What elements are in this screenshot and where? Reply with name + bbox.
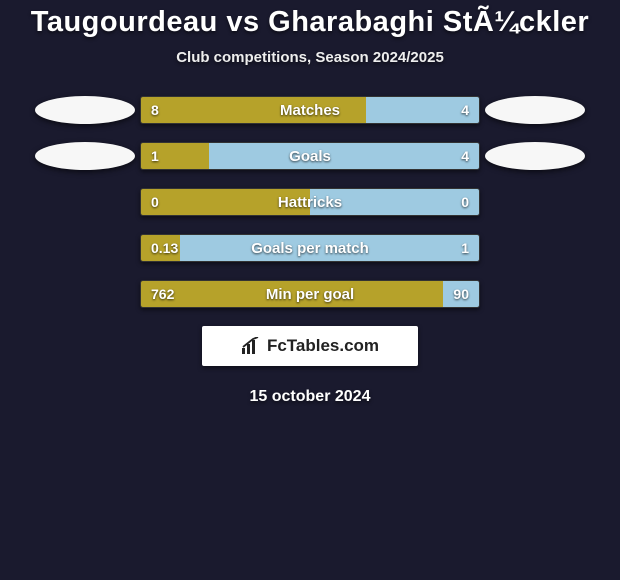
bar-segment-left [141,281,443,307]
avatar-slot-right [480,96,590,124]
avatar-slot-left [30,96,140,124]
stat-row: Goals14 [0,142,620,170]
date-label: 15 october 2024 [0,388,620,406]
brand-badge: FcTables.com [202,326,418,366]
bar-segment-right [180,235,479,261]
stat-row: Hattricks00 [0,188,620,216]
brand-text: FcTables.com [267,336,379,356]
stat-bar: Min per goal76290 [140,280,480,308]
avatar-slot-right [480,142,590,170]
player-avatar-left [35,142,135,170]
bar-segment-left [141,235,180,261]
page-subtitle: Club competitions, Season 2024/2025 [0,49,620,66]
bar-segment-right [366,97,479,123]
avatar-slot-left [30,142,140,170]
player-avatar-right [485,96,585,124]
stat-bar: Goals per match0.131 [140,234,480,262]
bar-segment-right [310,189,479,215]
bar-segment-left [141,189,310,215]
bar-segment-right [443,281,479,307]
stat-row: Min per goal76290 [0,280,620,308]
bar-segment-left [141,97,366,123]
page-title: Taugourdeau vs Gharabaghi StÃ¼ckler [0,6,620,39]
stat-bar: Goals14 [140,142,480,170]
player-avatar-left [35,96,135,124]
stat-rows: Matches84 Goals14 Hattricks00 Goals per mat… [0,96,620,308]
comparison-infographic: Taugourdeau vs Gharabaghi StÃ¼ckler Club… [0,0,620,580]
bar-segment-right [209,143,479,169]
chart-icon [241,337,261,355]
player-avatar-right [485,142,585,170]
stat-bar: Matches84 [140,96,480,124]
bar-segment-left [141,143,209,169]
stat-bar: Hattricks00 [140,188,480,216]
stat-row: Matches84 [0,96,620,124]
stat-row: Goals per match0.131 [0,234,620,262]
